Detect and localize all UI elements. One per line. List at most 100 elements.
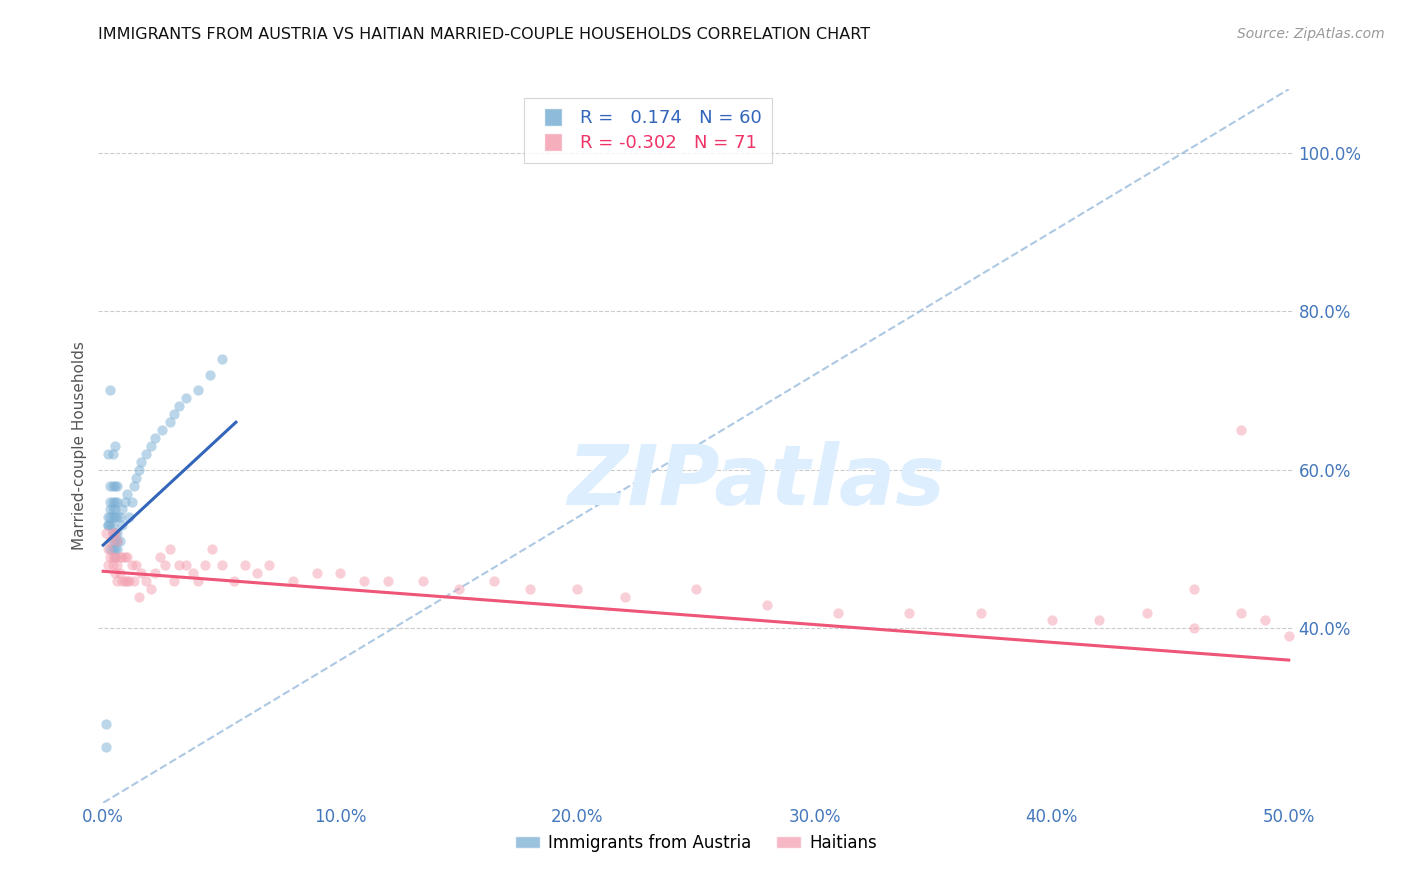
Point — [143, 431, 166, 445]
Point — [198, 368, 221, 382]
Point — [101, 526, 124, 541]
Point — [118, 510, 141, 524]
Point — [114, 549, 136, 564]
Point — [118, 574, 141, 588]
Point — [115, 549, 138, 564]
Point — [98, 542, 121, 557]
Point — [98, 494, 121, 508]
Legend: Immigrants from Austria, Haitians: Immigrants from Austria, Haitians — [508, 828, 884, 859]
Point — [211, 558, 233, 572]
Point — [1230, 606, 1253, 620]
Point — [125, 471, 148, 485]
Point — [115, 574, 138, 588]
Point — [105, 574, 128, 588]
Point — [211, 351, 233, 366]
Point — [122, 574, 145, 588]
Point — [1135, 606, 1157, 620]
Point — [174, 558, 197, 572]
Point — [121, 494, 143, 508]
Point — [1088, 614, 1111, 628]
Point — [246, 566, 269, 580]
Point — [187, 574, 209, 588]
Point — [104, 526, 127, 541]
Point — [567, 582, 589, 596]
Point — [187, 384, 209, 398]
Text: Source: ZipAtlas.com: Source: ZipAtlas.com — [1237, 27, 1385, 41]
Point — [257, 558, 280, 572]
Point — [201, 542, 224, 557]
Point — [101, 534, 124, 549]
Point — [101, 502, 124, 516]
Point — [135, 447, 157, 461]
Point — [163, 574, 186, 588]
Point — [101, 447, 124, 461]
Point — [128, 463, 150, 477]
Point — [1254, 614, 1277, 628]
Point — [222, 574, 245, 588]
Point — [149, 549, 172, 564]
Point — [97, 518, 120, 533]
Point — [1182, 582, 1205, 596]
Point — [181, 566, 204, 580]
Point — [108, 566, 131, 580]
Point — [121, 558, 143, 572]
Point — [105, 510, 128, 524]
Point — [94, 716, 117, 731]
Point — [163, 407, 186, 421]
Point — [98, 478, 121, 492]
Point — [101, 478, 124, 492]
Point — [174, 392, 197, 406]
Point — [613, 590, 636, 604]
Point — [101, 518, 124, 533]
Point — [125, 558, 148, 572]
Point — [329, 566, 352, 580]
Point — [104, 534, 127, 549]
Point — [101, 549, 124, 564]
Point — [101, 510, 124, 524]
Point — [101, 558, 124, 572]
Point — [101, 542, 124, 557]
Point — [97, 510, 120, 524]
Point — [685, 582, 707, 596]
Point — [104, 542, 127, 557]
Point — [105, 478, 128, 492]
Point — [105, 542, 128, 557]
Point — [114, 574, 136, 588]
Point — [969, 606, 991, 620]
Point — [167, 400, 190, 414]
Point — [108, 534, 131, 549]
Point — [281, 574, 304, 588]
Point — [129, 455, 152, 469]
Point — [135, 574, 157, 588]
Point — [108, 549, 131, 564]
Point — [105, 534, 128, 549]
Text: ZIPatlas: ZIPatlas — [567, 442, 945, 522]
Point — [104, 494, 127, 508]
Point — [104, 549, 127, 564]
Point — [98, 510, 121, 524]
Point — [104, 526, 127, 541]
Point — [115, 486, 138, 500]
Point — [412, 574, 434, 588]
Point — [139, 582, 162, 596]
Point — [111, 518, 134, 533]
Point — [447, 582, 470, 596]
Point — [484, 574, 506, 588]
Point — [97, 447, 120, 461]
Point — [108, 510, 131, 524]
Point — [152, 423, 174, 437]
Point — [898, 606, 921, 620]
Point — [111, 549, 134, 564]
Point — [101, 526, 124, 541]
Point — [153, 558, 176, 572]
Point — [105, 558, 128, 572]
Point — [104, 549, 127, 564]
Point — [235, 558, 257, 572]
Point — [97, 542, 120, 557]
Point — [1182, 621, 1205, 635]
Point — [94, 740, 117, 755]
Point — [167, 558, 190, 572]
Point — [139, 439, 162, 453]
Point — [105, 494, 128, 508]
Point — [143, 566, 166, 580]
